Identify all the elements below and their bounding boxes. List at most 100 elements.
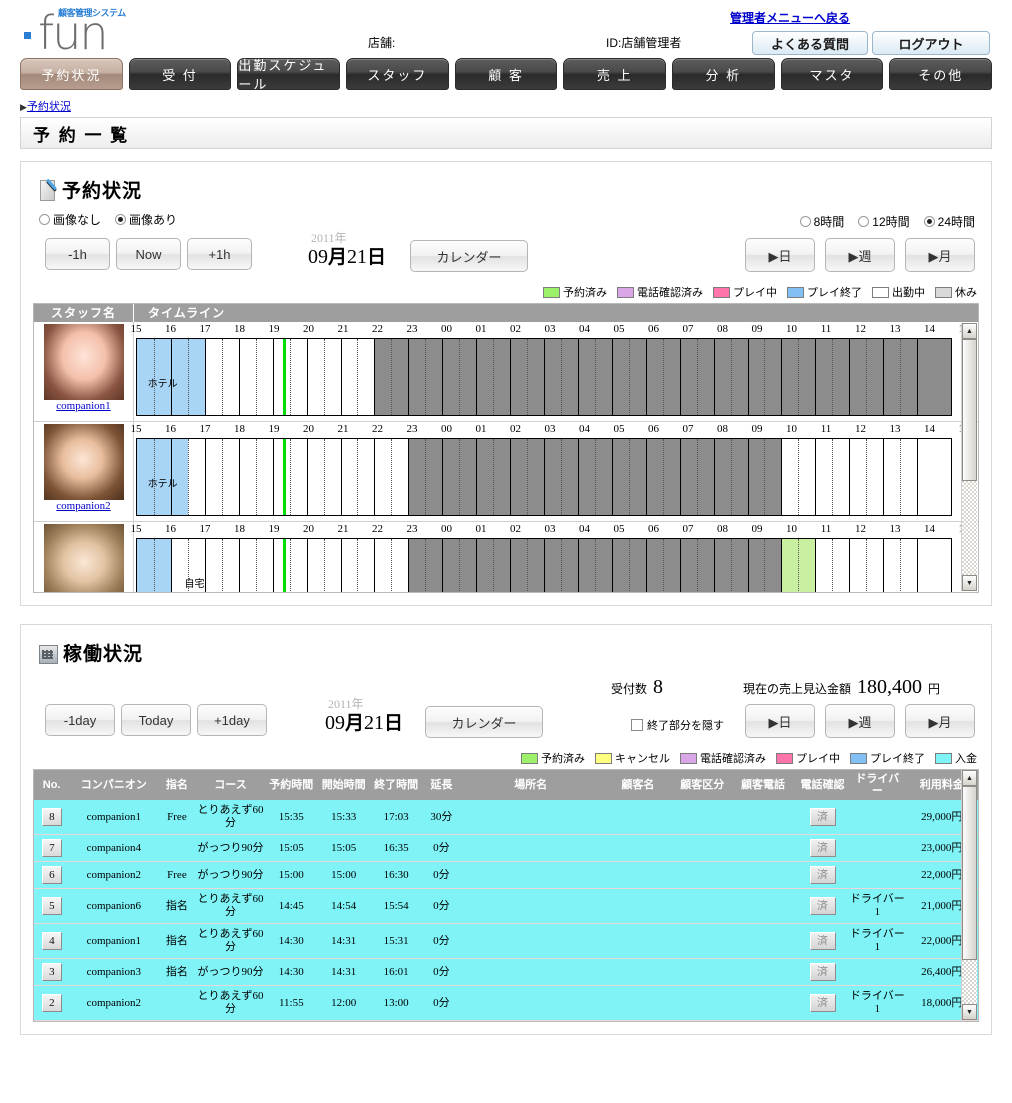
timeline-bar[interactable]: ホテル xyxy=(136,438,952,516)
timeline-halfhour-gridline xyxy=(527,339,529,415)
phone-confirm-button[interactable]: 済 xyxy=(809,808,836,826)
timeline-track-cell: 15 16 17 18 19 20 21 22 23 00 01 02 03 04 05 06 07 08 09 10… xyxy=(131,422,978,521)
operation-scroll-track[interactable] xyxy=(962,786,977,1004)
row-no-button[interactable]: 5 xyxy=(41,897,62,915)
reservation-range-button-2[interactable]: ▶月 xyxy=(905,238,975,272)
hour-range-radio-2[interactable]: 24時間 xyxy=(923,213,975,230)
faq-button[interactable]: よくある質問 xyxy=(752,31,868,55)
timeline-segment[interactable] xyxy=(408,439,782,515)
breadcrumb-current[interactable]: 予約状況 xyxy=(26,101,71,113)
operation-range-button-0[interactable]: ▶日 xyxy=(745,704,815,738)
row-no-button[interactable]: 4 xyxy=(41,932,62,950)
cell-customer_phone xyxy=(729,923,797,959)
image-mode-radio-1[interactable]: 画像あり xyxy=(115,211,177,228)
timeline-segment[interactable] xyxy=(137,439,188,515)
table-row[interactable]: 2 companion2 とりあえず60分 11:55 12:00 13:00 0分 済ドライ… xyxy=(34,985,978,1021)
nav-tab-3[interactable]: スタッフ xyxy=(346,58,449,90)
row-no-button[interactable]: 8 xyxy=(41,808,62,826)
table-row[interactable]: 5 companion6 指名 とりあえず60分 14:45 14:54 15:54 0分 済ド… xyxy=(34,888,978,924)
phone-confirm-button[interactable]: 済 xyxy=(809,839,836,857)
timeline-scroll-track[interactable] xyxy=(962,339,977,575)
hide-finished-checkbox[interactable] xyxy=(631,719,643,731)
nav-tab-7[interactable]: マスタ xyxy=(780,58,884,90)
radio-icon[interactable] xyxy=(858,216,870,227)
timeline-hour-tick: 06 xyxy=(648,523,659,535)
reservation-range-button-0[interactable]: ▶日 xyxy=(745,238,815,272)
phone-confirm-button[interactable]: 済 xyxy=(809,897,836,915)
radio-icon[interactable] xyxy=(39,214,50,225)
avatar[interactable] xyxy=(43,524,124,592)
operation-nav-button-1[interactable]: Today xyxy=(121,704,191,736)
operation-range-button-1[interactable]: ▶週 xyxy=(825,704,895,738)
phone-confirm-button[interactable]: 済 xyxy=(809,866,836,884)
operation-scrollbar[interactable]: ▲ ▼ xyxy=(961,770,977,1020)
table-row[interactable]: 6 companion2 Free がっつり90分 15:00 15:00 16:30 0分済… xyxy=(34,861,978,889)
nav-tab-5[interactable]: 売 上 xyxy=(563,58,667,90)
operation-col-header-0: No. xyxy=(34,770,71,800)
timeline-hour-tick: 01 xyxy=(475,423,487,435)
row-no-button[interactable]: 7 xyxy=(41,839,62,857)
timeline-staff-name[interactable]: companion2 xyxy=(56,500,111,512)
avatar[interactable] xyxy=(43,424,124,500)
hide-finished-checkbox-wrap[interactable]: 終了部分を隠す xyxy=(631,717,724,733)
nav-tab-label: 受 付 xyxy=(162,67,198,83)
phone-confirm-button[interactable]: 済 xyxy=(809,994,836,1012)
timeline-scroll-thumb[interactable] xyxy=(962,339,977,481)
nav-tab-4[interactable]: 顧 客 xyxy=(454,58,558,90)
hour-range-radio-0[interactable]: 8時間 xyxy=(799,213,844,230)
nav-tab-2[interactable]: 出勤スケジュール xyxy=(237,58,341,92)
timeline-scrollbar[interactable]: ▲ ▼ xyxy=(961,323,977,591)
timeline-staff-name[interactable]: companion1 xyxy=(56,400,111,412)
radio-icon[interactable] xyxy=(115,214,127,225)
admin-menu-back-link[interactable]: 管理者メニューへ戻る xyxy=(730,11,851,25)
scroll-down-icon[interactable]: ▼ xyxy=(962,575,977,591)
radio-icon[interactable] xyxy=(923,216,935,227)
table-row[interactable]: 7 companion4 がっつり90分 15:05 15:05 16:35 0分済 23,0… xyxy=(34,834,978,862)
logout-button[interactable]: ログアウト xyxy=(872,31,990,55)
table-row[interactable]: 3 companion3 指名 がっつり90分 14:30 14:31 16:01 0分済 26… xyxy=(34,958,978,986)
operation-nav-button-2[interactable]: +1day xyxy=(197,704,267,736)
timeline-bar[interactable]: ホテル xyxy=(136,338,952,416)
phone-confirm-button[interactable]: 済 xyxy=(809,932,836,950)
hour-range-radio-1[interactable]: 12時間 xyxy=(858,213,910,230)
legend-swatch xyxy=(680,752,697,764)
timeline-hour-gridline xyxy=(272,439,274,515)
row-no-button[interactable]: 2 xyxy=(41,994,62,1012)
image-mode-radio-0[interactable]: 画像なし xyxy=(39,211,101,228)
nav-tab-0[interactable]: 予約状況 xyxy=(20,58,123,90)
phone-confirm-button[interactable]: 済 xyxy=(809,963,836,981)
phone-confirm-cell: 済 xyxy=(796,985,849,1021)
operation-calendar-button[interactable]: カレンダー xyxy=(425,706,543,738)
operation-scroll-thumb[interactable] xyxy=(962,786,977,961)
row-no-button[interactable]: 3 xyxy=(41,963,62,981)
timeline-hour-tick: 01 xyxy=(475,323,487,335)
cell-customer_type xyxy=(674,923,730,959)
reservation-nav-button-0[interactable]: -1h xyxy=(45,238,110,270)
timeline-bar[interactable]: 自宅 xyxy=(136,538,952,592)
radio-icon[interactable] xyxy=(799,216,811,227)
avatar[interactable] xyxy=(43,324,124,400)
reservation-calendar-button[interactable]: カレンダー xyxy=(410,240,528,272)
table-row[interactable]: 8 companion1 Free とりあえず60分 15:35 15:33 17:03 30… xyxy=(34,800,978,835)
timeline-halfhour-gridline xyxy=(527,539,529,592)
reservation-nav-button-1[interactable]: Now xyxy=(116,238,181,270)
legend-label: 入金 xyxy=(955,753,977,765)
operation-col-header-10: 顧客区分 xyxy=(674,770,731,800)
reservation-range-button-1[interactable]: ▶週 xyxy=(825,238,895,272)
reservation-nav-button-2[interactable]: +1h xyxy=(187,238,252,270)
operation-range-button-2[interactable]: ▶月 xyxy=(905,704,975,738)
nav-tab-1[interactable]: 受 付 xyxy=(128,58,232,90)
nav-tab-8[interactable]: その他 xyxy=(889,58,993,90)
scroll-up-icon[interactable]: ▲ xyxy=(962,323,977,339)
operation-nav-button-0[interactable]: -1day xyxy=(45,704,115,736)
row-no-button[interactable]: 6 xyxy=(41,866,62,884)
table-row[interactable]: 4 companion1 指名 とりあえず60分 14:30 14:31 15:31 0分 済ド… xyxy=(34,923,978,959)
op-scroll-up-icon[interactable]: ▲ xyxy=(962,770,977,786)
timeline-segment[interactable] xyxy=(408,539,782,592)
timeline-hour-tick: 11 xyxy=(820,523,832,535)
nav-tab-6[interactable]: 分 析 xyxy=(672,58,775,90)
timeline-segment[interactable] xyxy=(781,539,816,592)
op-scroll-down-icon[interactable]: ▼ xyxy=(962,1004,977,1020)
timeline-segment[interactable] xyxy=(374,339,951,415)
cell-customer_phone xyxy=(729,958,797,986)
